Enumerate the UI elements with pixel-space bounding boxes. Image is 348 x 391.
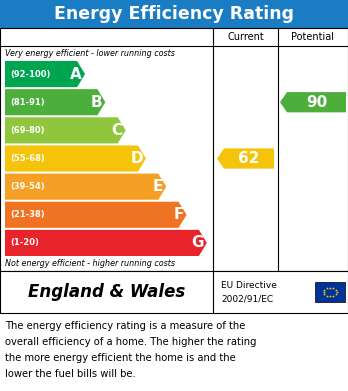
Bar [0,0,348,28]
Text: 90: 90 [306,95,327,110]
Text: (55-68): (55-68) [10,154,45,163]
Polygon shape [280,92,346,112]
Text: (1-20): (1-20) [10,239,39,248]
Polygon shape [217,148,274,169]
Text: EU Directive: EU Directive [221,280,277,289]
Text: Very energy efficient - lower running costs: Very energy efficient - lower running co… [5,48,175,57]
Polygon shape [5,145,146,172]
Text: G: G [191,235,204,250]
Text: A: A [70,66,82,82]
Bar [0,271,348,313]
Text: 62: 62 [238,151,260,166]
Text: B: B [91,95,102,110]
Text: (39-54): (39-54) [10,182,45,191]
Text: (69-80): (69-80) [10,126,45,135]
Text: overall efficiency of a home. The higher the rating: overall efficiency of a home. The higher… [5,337,256,347]
Text: Not energy efficient - higher running costs: Not energy efficient - higher running co… [5,260,175,269]
Text: Potential: Potential [292,32,334,42]
Text: C: C [112,123,122,138]
Text: The energy efficiency rating is a measure of the: The energy efficiency rating is a measur… [5,321,245,331]
Text: 2002/91/EC: 2002/91/EC [221,294,273,303]
Polygon shape [5,230,207,256]
Polygon shape [5,117,126,143]
Polygon shape [5,89,105,115]
Polygon shape [5,202,187,228]
Text: England & Wales: England & Wales [28,283,185,301]
Text: (21-38): (21-38) [10,210,45,219]
Text: lower the fuel bills will be.: lower the fuel bills will be. [5,369,136,379]
Text: (81-91): (81-91) [10,98,45,107]
Text: E: E [153,179,163,194]
Bar [0,28,348,271]
Polygon shape [5,61,85,87]
Text: Energy Efficiency Rating: Energy Efficiency Rating [54,5,294,23]
Polygon shape [5,174,166,200]
Bar [315,282,345,302]
Text: (92-100): (92-100) [10,70,50,79]
Text: Current: Current [227,32,264,42]
Text: D: D [130,151,143,166]
Text: the more energy efficient the home is and the: the more energy efficient the home is an… [5,353,236,363]
Text: F: F [173,207,183,222]
